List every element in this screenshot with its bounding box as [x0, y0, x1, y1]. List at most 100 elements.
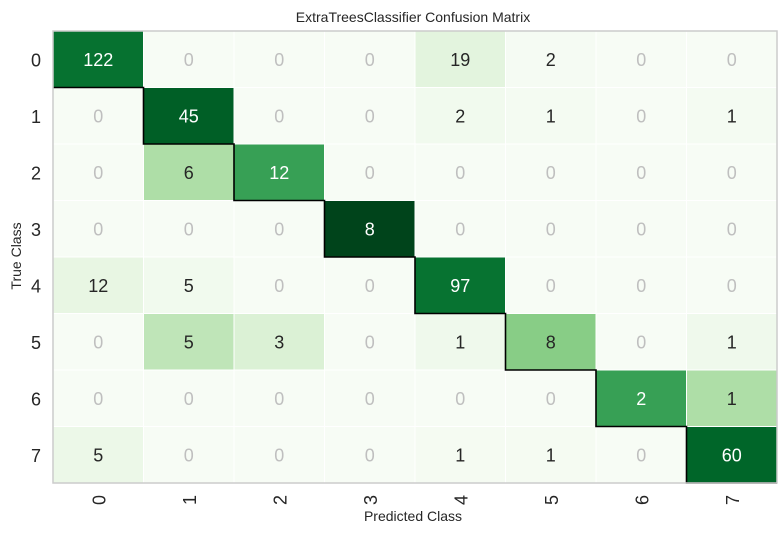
cell-value-r3-c1: 0 [184, 219, 194, 239]
cell-value-r7-c0: 5 [93, 445, 103, 465]
heatmap-cell-r0-c7 [686, 30, 778, 88]
cell-value-r0-c7: 0 [727, 50, 737, 70]
cell-value-r3-c3: 8 [365, 219, 375, 239]
x-axis-tick-labels: 0 1 2 3 4 5 6 7 [89, 495, 743, 505]
cell-value-r4-c0: 12 [88, 276, 108, 296]
x-tick-label-4: 4 [451, 495, 471, 505]
heatmap-cell-r2-c5 [505, 143, 597, 201]
y-tick-label-5: 5 [31, 333, 41, 353]
heatmap-cell-r7-c7 [686, 426, 778, 484]
cell-value-r5-c6: 0 [636, 332, 646, 352]
x-tick-label-2: 2 [270, 495, 290, 505]
plot-frame [52, 30, 778, 484]
heatmap-cell-r4-c2 [233, 256, 325, 314]
heatmap-cell-r5-c4 [414, 313, 506, 371]
cell-value-r0-c1: 0 [184, 50, 194, 70]
cell-value-r3-c0: 0 [93, 219, 103, 239]
cell-value-r6-c5: 0 [546, 389, 556, 409]
cell-value-r0-c2: 0 [274, 50, 284, 70]
cell-value-r7-c2: 0 [274, 445, 284, 465]
y-tick-label-3: 3 [31, 220, 41, 240]
heatmap-cell-r4-c7 [686, 256, 778, 314]
heatmap-cell-r5-c2 [233, 313, 325, 371]
cell-value-r5-c3: 0 [365, 332, 375, 352]
heatmap-cell-r3-c0 [52, 200, 144, 258]
heatmap-cell-r2-c3 [324, 143, 416, 201]
y-tick-label-6: 6 [31, 389, 41, 409]
heatmap-cell-r5-c7 [686, 313, 778, 371]
cell-value-r0-c0: 122 [83, 50, 113, 70]
cell-value-r4-c3: 0 [365, 276, 375, 296]
cell-value-r0-c5: 2 [546, 50, 556, 70]
cell-value-r1-c2: 0 [274, 106, 284, 126]
heatmap-cell-r5-c6 [595, 313, 687, 371]
cell-value-r1-c5: 1 [546, 106, 556, 126]
heatmap-cell-r5-c1 [143, 313, 235, 371]
cell-value-r6-c4: 0 [455, 389, 465, 409]
chart-title: ExtraTreesClassifier Confusion Matrix [296, 9, 530, 25]
heatmap-cell-r2-c1 [143, 143, 235, 201]
cell-value-r7-c5: 1 [546, 445, 556, 465]
cell-value-r5-c1: 5 [184, 332, 194, 352]
cell-value-r2-c5: 0 [546, 163, 556, 183]
cell-value-r0-c4: 19 [450, 50, 470, 70]
y-tick-label-7: 7 [31, 446, 41, 466]
cell-value-r3-c5: 0 [546, 219, 556, 239]
cell-value-r2-c4: 0 [455, 163, 465, 183]
y-tick-label-2: 2 [31, 163, 41, 183]
x-tick-label-5: 5 [542, 495, 562, 505]
heatmap-cell-r6-c0 [52, 369, 144, 427]
cell-value-r1-c3: 0 [365, 106, 375, 126]
cell-value-r5-c5: 8 [546, 332, 556, 352]
y-tick-label-1: 1 [31, 107, 41, 127]
heatmap-cell-r7-c2 [233, 426, 325, 484]
cell-value-r5-c2: 3 [274, 332, 284, 352]
heatmap-cell-r1-c1 [143, 87, 235, 145]
cell-value-r0-c3: 0 [365, 50, 375, 70]
cell-value-r2-c0: 0 [93, 163, 103, 183]
cell-value-r3-c4: 0 [455, 219, 465, 239]
heatmap-cell-r0-c0 [52, 30, 144, 88]
heatmap-cell-r4-c4 [414, 256, 506, 314]
cell-value-r4-c1: 5 [184, 276, 194, 296]
cell-value-r7-c6: 0 [636, 445, 646, 465]
cell-value-r6-c0: 0 [93, 389, 103, 409]
heatmap-cell-r4-c3 [324, 256, 416, 314]
x-tick-label-0: 0 [89, 495, 109, 505]
cell-value-r2-c7: 0 [727, 163, 737, 183]
cell-value-r6-c3: 0 [365, 389, 375, 409]
heatmap-cell-r6-c4 [414, 369, 506, 427]
cell-value-r1-c1: 45 [179, 106, 199, 126]
cell-value-r7-c3: 0 [365, 445, 375, 465]
cell-value-r4-c7: 0 [727, 276, 737, 296]
heatmap-cell-r6-c1 [143, 369, 235, 427]
cell-value-r6-c7: 1 [727, 389, 737, 409]
heatmap-cell-r1-c7 [686, 87, 778, 145]
heatmap-cell-r6-c2 [233, 369, 325, 427]
y-tick-label-0: 0 [31, 50, 41, 70]
heatmap-cell-r4-c5 [505, 256, 597, 314]
cell-value-r0-c6: 0 [636, 50, 646, 70]
cell-value-r2-c1: 6 [184, 163, 194, 183]
cell-value-r2-c2: 12 [269, 163, 289, 183]
cell-value-r7-c4: 1 [455, 445, 465, 465]
heatmap-cell-r6-c6 [595, 369, 687, 427]
cell-value-r4-c4: 97 [450, 276, 470, 296]
heatmap-cell-r1-c3 [324, 87, 416, 145]
heatmap-cell-r6-c5 [505, 369, 597, 427]
cell-value-r2-c6: 0 [636, 163, 646, 183]
heatmap-cell-r0-c5 [505, 30, 597, 88]
cell-value-r5-c0: 0 [93, 332, 103, 352]
cell-value-r4-c5: 0 [546, 276, 556, 296]
x-tick-label-7: 7 [723, 495, 743, 505]
heatmap-cell-r3-c4 [414, 200, 506, 258]
cell-value-r2-c3: 0 [365, 163, 375, 183]
cell-value-r5-c4: 1 [455, 332, 465, 352]
cell-value-r6-c2: 0 [274, 389, 284, 409]
y-axis-tick-labels: 0 1 2 3 4 5 6 7 [31, 50, 41, 466]
cell-value-r1-c7: 1 [727, 106, 737, 126]
cell-value-r4-c2: 0 [274, 276, 284, 296]
heatmap-cell-r4-c6 [595, 256, 687, 314]
cell-value-r3-c2: 0 [274, 219, 284, 239]
